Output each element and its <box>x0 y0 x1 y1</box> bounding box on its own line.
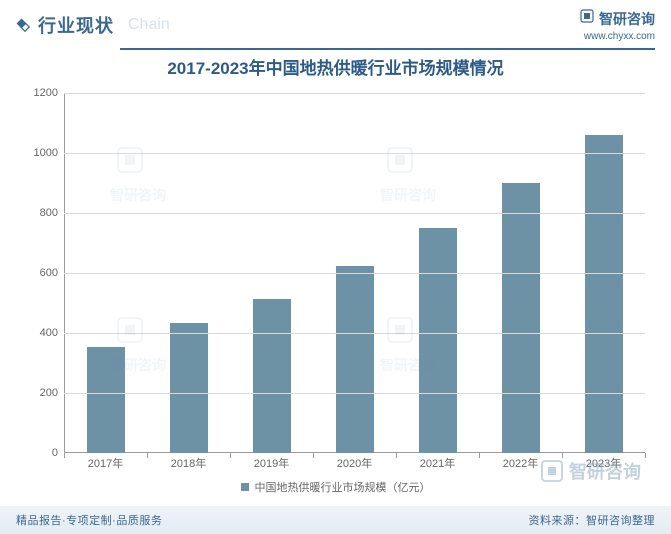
header: 行业现状 Chain 智研咨询 www.chyxx.com <box>0 0 671 46</box>
footer: 精品报告·专项定制·品质服务 资料来源：智研咨询整理 <box>0 506 671 534</box>
bar <box>336 266 374 454</box>
grid-line <box>64 273 645 274</box>
bar <box>419 228 457 453</box>
brand: 智研咨询 <box>579 8 655 29</box>
brand-icon <box>579 8 595 29</box>
grid-line <box>64 213 645 214</box>
x-tick <box>147 453 148 458</box>
y-tick-label: 800 <box>24 207 58 219</box>
y-tick-label: 0 <box>24 447 58 459</box>
x-tick-label: 2018年 <box>171 455 206 471</box>
section-ghost: Chain <box>128 16 170 34</box>
legend-swatch <box>241 483 249 491</box>
chart-title: 2017-2023年中国地热供暖行业市场规模情况 <box>16 54 655 79</box>
grid-line <box>64 153 645 154</box>
y-tick-label: 200 <box>24 387 58 399</box>
bar <box>170 323 208 454</box>
brand-name: 智研咨询 <box>599 9 655 29</box>
x-tick <box>562 453 563 458</box>
chart-area: 2017-2023年中国地热供暖行业市场规模情况 2017年2018年2019年… <box>16 44 655 496</box>
section-title: 行业现状 <box>38 12 114 38</box>
x-tick-label: 2022年 <box>503 455 538 471</box>
x-tick-label: 2017年 <box>88 455 123 471</box>
y-tick-label: 600 <box>24 267 58 279</box>
x-tick <box>313 453 314 458</box>
bar <box>585 135 623 453</box>
legend-label: 中国地热供暖行业市场规模（亿元） <box>255 479 431 495</box>
x-tick-label: 2019年 <box>254 455 289 471</box>
x-tick <box>64 453 65 458</box>
x-tick <box>230 453 231 458</box>
y-tick-label: 1000 <box>24 147 58 159</box>
x-tick <box>396 453 397 458</box>
chart-plot: 2017年2018年2019年2020年2021年2022年2023年 0200… <box>64 93 645 453</box>
bar <box>253 299 291 454</box>
x-tick <box>479 453 480 458</box>
bar <box>502 183 540 453</box>
footer-right: 资料来源：智研咨询整理 <box>529 512 656 528</box>
header-right: 智研咨询 www.chyxx.com <box>579 8 655 42</box>
diamond-icon <box>16 18 30 32</box>
brand-url: www.chyxx.com <box>579 31 655 42</box>
x-tick-label: 2020年 <box>337 455 372 471</box>
grid-line <box>64 333 645 334</box>
grid-line <box>64 93 645 94</box>
footer-left: 精品报告·专项定制·品质服务 <box>16 512 162 528</box>
y-tick-label: 400 <box>24 327 58 339</box>
grid-line <box>64 393 645 394</box>
x-tick-label: 2023年 <box>586 455 621 471</box>
legend: 中国地热供暖行业市场规模（亿元） <box>16 479 655 495</box>
y-tick-label: 1200 <box>24 87 58 99</box>
header-left: 行业现状 Chain <box>16 12 170 38</box>
bar <box>87 347 125 454</box>
x-tick <box>645 453 646 458</box>
x-tick-label: 2021年 <box>420 455 455 471</box>
